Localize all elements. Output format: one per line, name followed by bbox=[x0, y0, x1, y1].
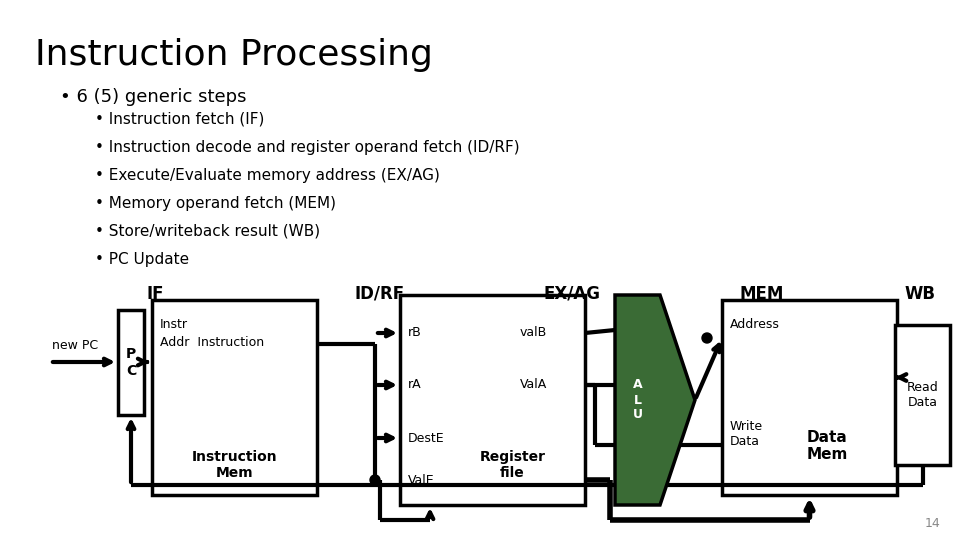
Bar bbox=[722, 300, 897, 495]
Text: DestE: DestE bbox=[408, 431, 444, 444]
Text: • Execute/Evaluate memory address (EX/AG): • Execute/Evaluate memory address (EX/AG… bbox=[95, 168, 440, 183]
Text: WB: WB bbox=[904, 285, 935, 303]
Bar bbox=[118, 310, 144, 415]
Text: rA: rA bbox=[408, 379, 421, 392]
Bar bbox=[400, 295, 585, 505]
Text: valB: valB bbox=[520, 327, 547, 340]
Text: Read
Data: Read Data bbox=[906, 381, 938, 409]
Bar bbox=[152, 300, 317, 495]
Text: ID/RF: ID/RF bbox=[355, 285, 405, 303]
Circle shape bbox=[370, 475, 380, 485]
Text: Addr  Instruction: Addr Instruction bbox=[160, 336, 264, 349]
Text: • Instruction decode and register operand fetch (ID/RF): • Instruction decode and register operan… bbox=[95, 140, 519, 155]
Text: • Instruction fetch (IF): • Instruction fetch (IF) bbox=[95, 112, 264, 127]
Text: • 6 (5) generic steps: • 6 (5) generic steps bbox=[60, 88, 247, 106]
Text: new PC: new PC bbox=[52, 339, 98, 352]
Text: • Store/writeback result (WB): • Store/writeback result (WB) bbox=[95, 224, 320, 239]
Text: Instruction Processing: Instruction Processing bbox=[35, 38, 433, 72]
Text: ValA: ValA bbox=[520, 379, 547, 392]
Text: ValE: ValE bbox=[408, 474, 435, 487]
Text: Data
Mem: Data Mem bbox=[806, 430, 848, 462]
Text: Address: Address bbox=[730, 318, 780, 331]
Text: 14: 14 bbox=[924, 517, 940, 530]
Bar bbox=[895, 325, 950, 465]
Circle shape bbox=[702, 333, 712, 343]
Text: P
C: P C bbox=[126, 347, 136, 377]
Text: • Memory operand fetch (MEM): • Memory operand fetch (MEM) bbox=[95, 196, 336, 211]
Text: A
L
U: A L U bbox=[633, 379, 642, 422]
Text: rB: rB bbox=[408, 327, 421, 340]
Text: Register
file: Register file bbox=[479, 450, 545, 480]
Text: IF: IF bbox=[146, 285, 164, 303]
Text: Write
Data: Write Data bbox=[730, 420, 763, 448]
Text: • PC Update: • PC Update bbox=[95, 252, 189, 267]
Polygon shape bbox=[615, 295, 695, 505]
Text: EX/AG: EX/AG bbox=[543, 285, 601, 303]
Text: MEM: MEM bbox=[740, 285, 784, 303]
Text: Instruction
Mem: Instruction Mem bbox=[192, 450, 277, 480]
Text: Instr: Instr bbox=[160, 318, 188, 331]
